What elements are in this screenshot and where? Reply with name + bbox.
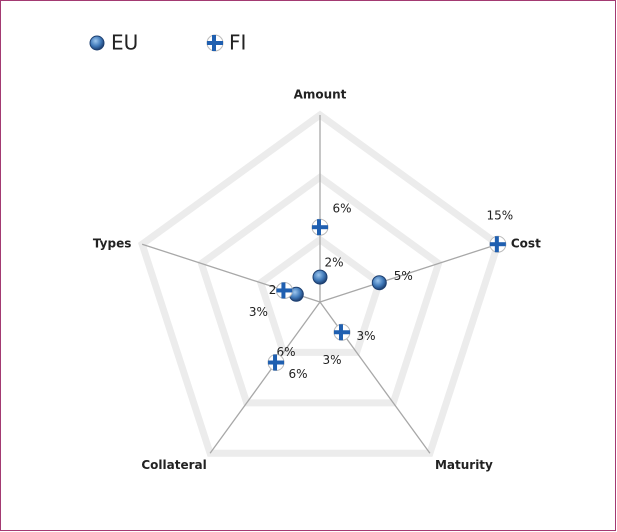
- cross-v: [317, 219, 321, 236]
- category-label: Maturity: [435, 458, 493, 472]
- marker-body: [312, 269, 328, 285]
- category-label: Collateral: [141, 458, 206, 472]
- fi-marker: [311, 218, 329, 236]
- fi-marker: [206, 34, 224, 52]
- cross-v: [273, 354, 278, 371]
- fi-marker: [489, 235, 507, 253]
- grid-ring: [197, 173, 443, 407]
- legend-label: FI: [229, 31, 246, 55]
- value-label: 3%: [249, 305, 268, 319]
- grid-ring: [256, 235, 384, 356]
- eu-marker: [312, 269, 328, 285]
- value-label: 6%: [332, 202, 351, 216]
- marks: 2%5%3%6%2%6%15%3%6%3%: [249, 202, 513, 381]
- cross-v: [212, 35, 216, 51]
- grid: [138, 110, 502, 457]
- category-label: Types: [93, 237, 131, 251]
- category-label: Amount: [294, 88, 347, 102]
- value-label: 2%: [324, 256, 343, 270]
- value-label: 6%: [277, 345, 296, 359]
- axis-line: [319, 243, 499, 303]
- axis-line: [209, 301, 321, 454]
- eu-marker: [89, 35, 105, 51]
- fi-marker: [275, 281, 293, 299]
- fi-marker: [333, 323, 351, 341]
- value-label: 3%: [322, 353, 341, 367]
- cross-v: [281, 282, 286, 299]
- marker-body: [89, 35, 105, 51]
- cross-v: [338, 324, 343, 341]
- cross-v: [494, 236, 499, 253]
- grid-ring: [138, 110, 502, 457]
- value-label: 6%: [289, 367, 308, 381]
- value-label: 5%: [394, 269, 413, 283]
- fi-marker: [267, 354, 285, 372]
- legend-label: EU: [111, 31, 138, 55]
- value-label: 15%: [487, 209, 514, 223]
- value-label: 3%: [356, 329, 375, 343]
- eu-marker: [371, 275, 387, 291]
- category-label: Cost: [511, 237, 541, 251]
- marker-body: [371, 275, 387, 291]
